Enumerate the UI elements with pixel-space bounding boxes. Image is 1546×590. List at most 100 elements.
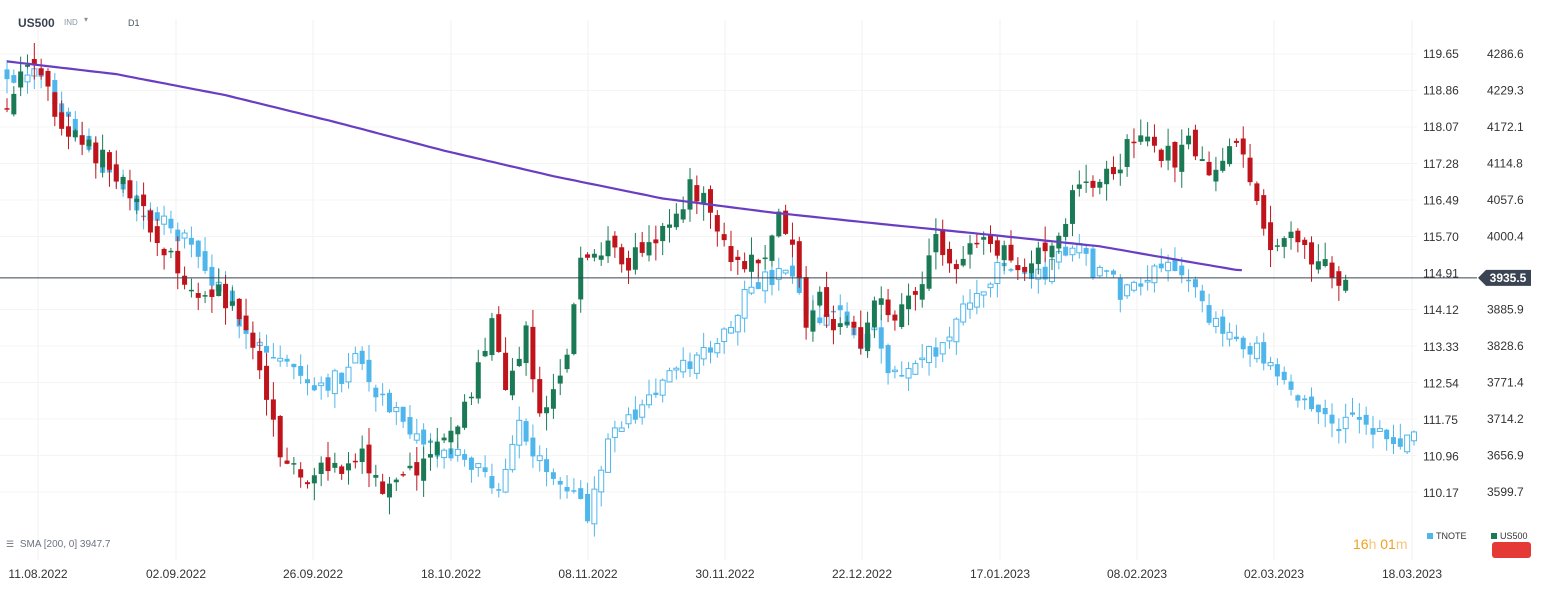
- us500-candle[interactable]: [516, 346, 522, 368]
- us500-candle[interactable]: [65, 113, 71, 150]
- tnote-candle[interactable]: [1322, 399, 1328, 428]
- us500-candle[interactable]: [1247, 144, 1253, 186]
- us500-candle[interactable]: [229, 287, 235, 311]
- us500-candle[interactable]: [544, 395, 550, 431]
- us500-candle[interactable]: [421, 446, 427, 497]
- tnote-candle[interactable]: [885, 343, 891, 385]
- us500-candle[interactable]: [1172, 141, 1178, 183]
- us500-candle[interactable]: [1227, 138, 1233, 167]
- us500-candle[interactable]: [1145, 122, 1151, 147]
- us500-candle[interactable]: [632, 232, 638, 275]
- us500-candle[interactable]: [1274, 238, 1280, 252]
- us500-candle[interactable]: [120, 174, 126, 193]
- us500-candle[interactable]: [537, 366, 543, 417]
- us500-candle[interactable]: [878, 286, 884, 321]
- us500-candle[interactable]: [1322, 242, 1328, 268]
- tnote-candle[interactable]: [318, 376, 325, 400]
- tnote-candle[interactable]: [1288, 374, 1294, 396]
- us500-candle[interactable]: [612, 231, 618, 258]
- tnote-candle[interactable]: [270, 343, 276, 359]
- us500-candle[interactable]: [591, 249, 597, 262]
- tnote-candle[interactable]: [1397, 423, 1403, 450]
- us500-candle[interactable]: [1240, 126, 1246, 168]
- us500-candle[interactable]: [1233, 138, 1239, 147]
- us500-candle[interactable]: [434, 428, 440, 459]
- us500-candle[interactable]: [707, 185, 713, 229]
- tnote-candle[interactable]: [1370, 415, 1376, 449]
- us500-candle[interactable]: [1309, 236, 1315, 282]
- tnote-candle[interactable]: [1110, 269, 1116, 279]
- us500-candle[interactable]: [523, 321, 529, 376]
- us500-candle[interactable]: [585, 252, 591, 261]
- tnote-candle[interactable]: [933, 337, 939, 368]
- us500-candle[interactable]: [769, 234, 775, 267]
- tnote-candle[interactable]: [373, 384, 379, 412]
- tnote-candle[interactable]: [1253, 336, 1260, 363]
- us500-candle[interactable]: [468, 392, 474, 406]
- us500-candle[interactable]: [284, 447, 290, 465]
- tnote-candle[interactable]: [891, 365, 898, 379]
- tnote-candle[interactable]: [632, 396, 638, 424]
- us500-candle[interactable]: [605, 226, 611, 264]
- tnote-candle[interactable]: [1363, 406, 1369, 435]
- tnote-candle[interactable]: [973, 279, 980, 315]
- tnote-candle[interactable]: [386, 389, 392, 414]
- us500-candle[interactable]: [1104, 160, 1110, 201]
- us500-candle[interactable]: [38, 58, 44, 80]
- us500-candle[interactable]: [714, 210, 720, 247]
- us500-candle[interactable]: [400, 471, 406, 477]
- tnote-candle[interactable]: [1124, 283, 1131, 299]
- tnote-candle[interactable]: [1069, 245, 1076, 262]
- tnote-candle[interactable]: [331, 368, 338, 409]
- us500-candle[interactable]: [1288, 221, 1294, 250]
- us500-candle[interactable]: [216, 268, 222, 297]
- tnote-candle[interactable]: [509, 435, 516, 473]
- us500-candle[interactable]: [1151, 124, 1157, 153]
- tnote-candle[interactable]: [530, 424, 536, 469]
- us500-candle[interactable]: [1035, 241, 1041, 275]
- tnote-candle[interactable]: [1329, 403, 1335, 438]
- tnote-candle[interactable]: [1076, 233, 1083, 259]
- tnote-candle[interactable]: [953, 317, 960, 355]
- us500-candle[interactable]: [462, 394, 468, 430]
- us500-candle[interactable]: [243, 298, 249, 331]
- tnote-candle[interactable]: [564, 475, 570, 499]
- us500-candle[interactable]: [762, 245, 768, 270]
- tnote-candle[interactable]: [1342, 403, 1349, 444]
- us500-candle[interactable]: [687, 168, 693, 222]
- us500-candle[interactable]: [352, 453, 358, 469]
- tnote-candle[interactable]: [598, 465, 605, 507]
- tnote-candle[interactable]: [181, 229, 188, 249]
- tnote-candle[interactable]: [1274, 358, 1280, 386]
- tnote-candle[interactable]: [489, 463, 495, 494]
- us500-candle[interactable]: [79, 121, 85, 156]
- us500-candle[interactable]: [1001, 240, 1007, 271]
- us500-candle[interactable]: [796, 236, 802, 288]
- us500-candle[interactable]: [414, 447, 420, 491]
- tnote-candle[interactable]: [195, 239, 201, 269]
- tnote-candle[interactable]: [502, 458, 509, 494]
- us500-candle[interactable]: [318, 456, 324, 487]
- us500-candle[interactable]: [926, 238, 932, 291]
- tnote-candle[interactable]: [544, 448, 550, 487]
- us500-candle[interactable]: [1124, 134, 1130, 177]
- us500-candle[interactable]: [960, 245, 966, 268]
- us500-candle[interactable]: [1213, 156, 1219, 192]
- tnote-candle[interactable]: [1096, 265, 1103, 278]
- indicator-legend[interactable]: ☰ SMA [200, 0] 3947.7: [6, 539, 110, 550]
- us500-candle[interactable]: [1063, 218, 1069, 241]
- us500-candle[interactable]: [188, 278, 194, 298]
- tnote-candle[interactable]: [462, 449, 468, 467]
- us500-candle[interactable]: [168, 247, 174, 259]
- tnote-candle[interactable]: [1295, 394, 1301, 408]
- us500-candle[interactable]: [4, 98, 10, 113]
- us500-candle[interactable]: [865, 311, 871, 358]
- tnote-candle[interactable]: [1350, 397, 1356, 417]
- us500-candle[interactable]: [1076, 170, 1082, 197]
- us500-candle[interactable]: [728, 230, 734, 272]
- us500-candle[interactable]: [380, 473, 386, 495]
- us500-candle[interactable]: [134, 194, 140, 215]
- us500-candle[interactable]: [639, 231, 645, 257]
